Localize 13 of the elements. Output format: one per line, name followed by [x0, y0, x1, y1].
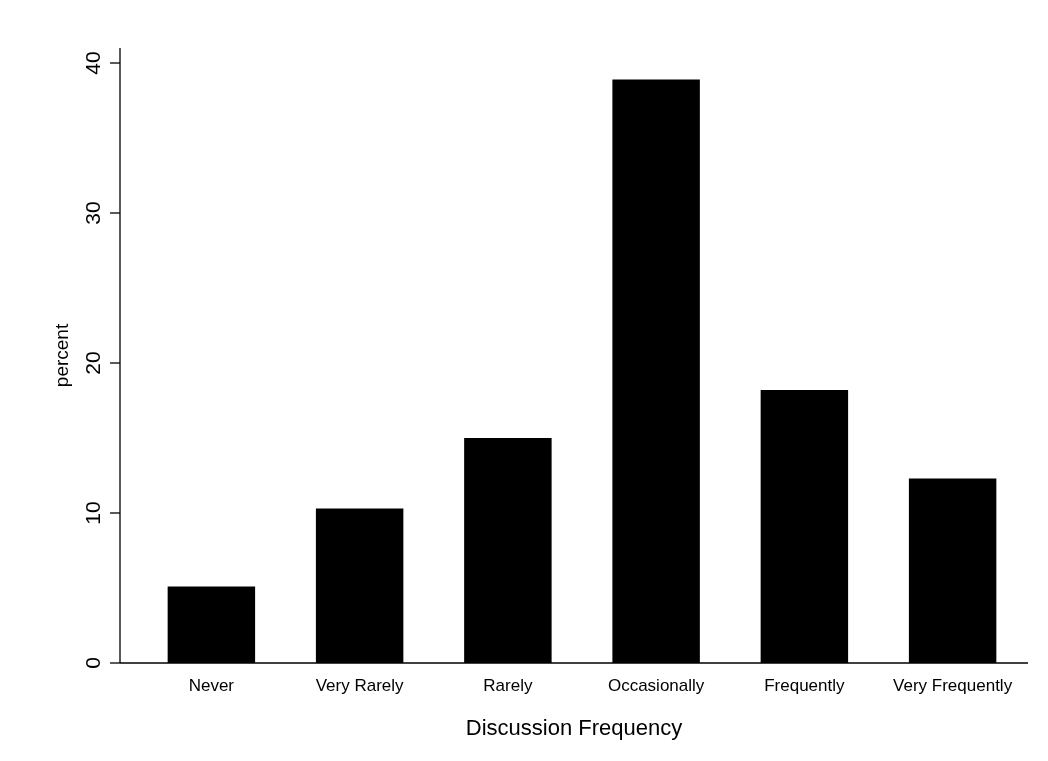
- x-tick-label: Rarely: [483, 676, 533, 695]
- y-tick-label: 40: [81, 51, 104, 75]
- y-tick-label: 20: [81, 351, 104, 375]
- y-tick-label: 30: [81, 201, 104, 225]
- x-tick-label: Frequently: [764, 676, 846, 695]
- y-axis-title: percent: [51, 323, 72, 388]
- x-tick-label: Occasionally: [607, 676, 705, 695]
- y-tick-label: 10: [81, 501, 104, 525]
- x-tick-label: Very Frequently: [893, 676, 1013, 695]
- x-tick-label: Very Rarely: [315, 676, 405, 695]
- y-tick-label: 0: [81, 657, 104, 669]
- x-tick-label: Never: [188, 676, 235, 695]
- x-axis-title: Discussion Frequency: [465, 715, 683, 740]
